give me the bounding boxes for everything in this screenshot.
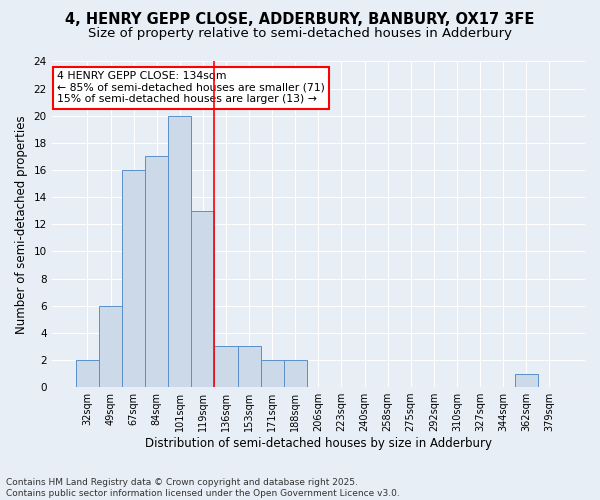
Bar (99, 306, 122, 387)
Y-axis label: Number of semi-detached properties: Number of semi-detached properties (15, 115, 28, 334)
Bar (168, 116, 191, 387)
X-axis label: Distribution of semi-detached houses by size in Adderbury: Distribution of semi-detached houses by … (145, 437, 492, 450)
Bar (214, 346, 238, 387)
Bar (238, 346, 260, 387)
Text: Contains HM Land Registry data © Crown copyright and database right 2025.
Contai: Contains HM Land Registry data © Crown c… (6, 478, 400, 498)
Bar (122, 170, 145, 387)
Bar (76, 360, 99, 387)
Bar (284, 360, 307, 387)
Bar (145, 156, 168, 387)
Bar (260, 360, 284, 387)
Text: 4 HENRY GEPP CLOSE: 134sqm
← 85% of semi-detached houses are smaller (71)
15% of: 4 HENRY GEPP CLOSE: 134sqm ← 85% of semi… (57, 72, 325, 104)
Text: Size of property relative to semi-detached houses in Adderbury: Size of property relative to semi-detach… (88, 28, 512, 40)
Text: 4, HENRY GEPP CLOSE, ADDERBURY, BANBURY, OX17 3FE: 4, HENRY GEPP CLOSE, ADDERBURY, BANBURY,… (65, 12, 535, 28)
Bar (515, 374, 538, 387)
Bar (191, 210, 214, 387)
